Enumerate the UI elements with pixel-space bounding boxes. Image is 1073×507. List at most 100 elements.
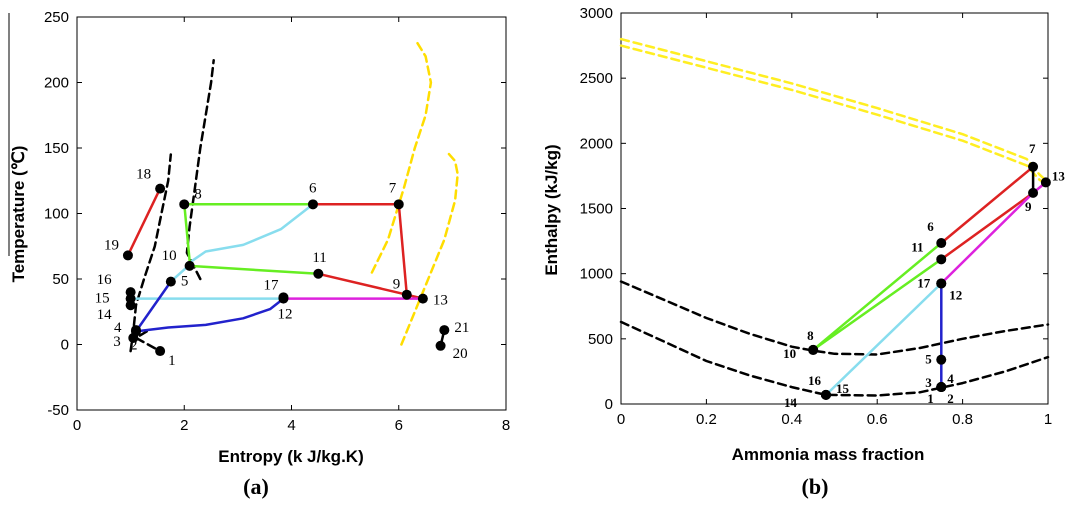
state-point-10 (184, 260, 195, 271)
x-tick-label: 8 (502, 417, 510, 434)
state-point-label-10: 10 (783, 346, 796, 361)
x-tick-label: 0.8 (952, 411, 973, 428)
state-point-label-19: 19 (104, 237, 119, 253)
state-point-7 (393, 199, 404, 210)
x-tick-label: 0 (73, 417, 81, 434)
cycle-line-4 (811, 241, 943, 352)
state-point-label-14: 14 (97, 307, 113, 323)
x-tick-label: 2 (180, 417, 188, 434)
state-point-label-6: 6 (309, 180, 317, 196)
state-point-5 (936, 354, 947, 365)
saturation-curve-2 (185, 58, 215, 281)
state-point-label-18: 18 (136, 167, 151, 183)
state-point-label-14: 14 (784, 395, 798, 410)
chart-b-ylabel: Enthalpy (kJ/kg) (542, 144, 561, 275)
chart-a-xlabel: Entropy (k J/kg.K) (218, 447, 363, 466)
saturation-curve-2 (619, 280, 1050, 356)
y-tick-label: 500 (588, 331, 613, 348)
y-tick-label: 1500 (580, 201, 613, 218)
state-point-label-4: 4 (947, 371, 954, 386)
state-point-11 (313, 268, 324, 279)
state-point-8 (179, 199, 190, 210)
state-point-17 (936, 278, 947, 289)
state-point-label-7: 7 (1029, 141, 1036, 156)
state-point-label-5: 5 (181, 274, 189, 290)
x-tick-label: 0.4 (781, 411, 802, 428)
state-point-16 (820, 389, 831, 400)
state-point-label-11: 11 (312, 250, 326, 266)
saturation-curve-3 (619, 320, 1050, 397)
state-point-label-4: 4 (114, 320, 122, 336)
state-point-label-3: 3 (113, 334, 121, 350)
state-point-21 (439, 325, 450, 336)
chart-b-caption: (b) (802, 474, 829, 499)
state-point-label-9: 9 (1025, 199, 1032, 214)
y-tick-label: 250 (44, 9, 69, 26)
state-point-label-17: 17 (917, 275, 931, 290)
y-tick-label: 0 (61, 337, 69, 354)
state-point-label-8: 8 (807, 328, 814, 343)
x-tick-label: 0.2 (696, 411, 717, 428)
x-tick-label: 6 (395, 417, 403, 434)
state-point-label-15: 15 (836, 381, 850, 396)
x-tick-label: 1 (1044, 411, 1052, 428)
state-point-label-16: 16 (97, 272, 113, 288)
state-point-19 (122, 250, 133, 261)
y-tick-label: 2500 (580, 70, 613, 87)
y-tick-label: 0 (605, 396, 613, 413)
chart-a-ylabel: Temperature (℃) (9, 146, 28, 283)
x-tick-label: 4 (287, 417, 295, 434)
state-point-label-13: 13 (433, 293, 448, 309)
saturation-curve-0 (129, 153, 173, 353)
cycle-line-7 (940, 165, 1035, 245)
state-point-label-13: 13 (1052, 168, 1066, 183)
state-point-label-12: 12 (277, 307, 292, 323)
state-point-6 (936, 238, 947, 249)
y-tick-label: 100 (44, 206, 69, 223)
state-point-16 (125, 287, 136, 298)
chart-a-caption: (a) (243, 474, 269, 499)
state-point-label-1: 1 (168, 353, 176, 369)
state-point-label-21: 21 (454, 320, 469, 336)
state-point-label-20: 20 (453, 346, 468, 362)
state-point-label-6: 6 (927, 219, 934, 234)
state-point-9 (1028, 187, 1039, 198)
state-point-label-11: 11 (911, 239, 923, 254)
cycle-line-6 (824, 282, 943, 397)
state-point-label-5: 5 (925, 352, 932, 367)
state-point-label-7: 7 (389, 180, 397, 196)
x-tick-label: 0 (617, 411, 625, 428)
cycle-line-14 (134, 297, 285, 333)
y-tick-label: 200 (44, 75, 69, 92)
cycle-line-8 (191, 203, 315, 262)
state-point-label-15: 15 (95, 291, 110, 307)
state-point-label-1: 1 (927, 391, 934, 406)
state-point-label-9: 9 (393, 277, 401, 293)
chart-b-series (619, 37, 1050, 397)
cycle-line-5 (811, 258, 943, 352)
state-point-6 (307, 199, 318, 210)
saturation-curve-1 (619, 44, 1050, 187)
state-point-label-2: 2 (130, 337, 138, 353)
y-tick-label: 2000 (580, 135, 613, 152)
state-point-4 (936, 382, 947, 393)
state-point-11 (936, 254, 947, 265)
x-tick-label: 0.6 (867, 411, 888, 428)
state-point-label-3: 3 (925, 375, 932, 390)
state-point-17 (278, 292, 289, 303)
state-point-label-17: 17 (263, 277, 279, 293)
cycle-line-8 (940, 191, 1035, 261)
state-point-label-2: 2 (947, 391, 954, 406)
state-point-5 (165, 276, 176, 287)
y-tick-label: -50 (47, 402, 69, 419)
y-tick-label: 3000 (580, 5, 613, 22)
chart-a-series (126, 41, 459, 353)
state-point-label-8: 8 (194, 186, 202, 202)
state-point-13 (1040, 177, 1051, 188)
